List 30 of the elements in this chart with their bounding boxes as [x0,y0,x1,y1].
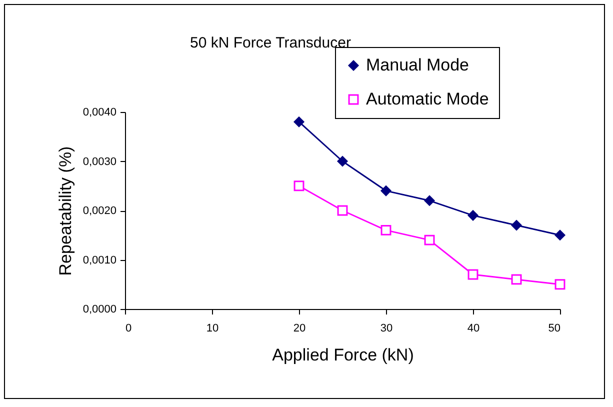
point [468,269,478,280]
point [294,116,304,128]
legend-label: Manual Mode [366,56,470,74]
y-tick-label: 0,0010 [82,254,116,266]
y-tick-label: 0,0020 [82,205,116,217]
point [337,205,348,216]
y-tick-label: 0,0030 [82,156,116,168]
point [511,220,522,230]
y-tick-label: 0,0000 [82,304,116,316]
point [511,274,522,285]
point [424,234,435,246]
x-tick-label: 40 [467,322,480,334]
y-tick-label: 0,0040 [82,106,116,118]
point [294,180,304,192]
point [554,230,566,240]
point [424,195,435,206]
point [380,224,392,236]
y-axis-title: Repeatability (%) [56,146,75,276]
legend-label: Automatic Mode [366,90,489,108]
x-tick-label: 50 [548,322,560,334]
point [380,186,392,196]
x-tick-label: 10 [206,322,219,334]
x-tick-label: 20 [293,322,306,334]
x-tick-label: 0 [126,322,132,334]
point [468,210,478,221]
x-tick-label: 30 [380,322,393,334]
point [554,279,566,290]
x-axis-title: Applied Force (kN) [272,346,414,364]
chart-title: 50 kN Force Transducer [190,34,351,52]
point [337,156,348,166]
